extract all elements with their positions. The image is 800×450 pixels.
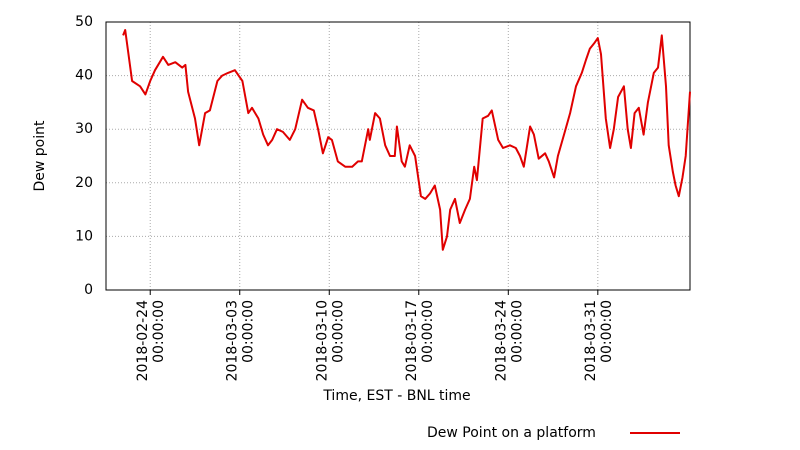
x-tick-label: 2018-03-1700:00:00 <box>404 300 436 381</box>
x-tick-label: 2018-03-1000:00:00 <box>314 300 346 381</box>
plot-frame <box>105 21 691 291</box>
y-tick-label: 40 <box>75 68 93 84</box>
y-tick-label: 20 <box>75 175 93 191</box>
y-tick-label: 0 <box>84 282 93 298</box>
x-tick-label: 2018-02-2400:00:00 <box>135 300 167 381</box>
legend-label: Dew Point on a platform <box>427 425 596 441</box>
data-line <box>122 29 691 251</box>
y-tick-label: 10 <box>75 228 93 244</box>
x-tick-label: 2018-03-0300:00:00 <box>225 300 257 381</box>
y-tick-label: 50 <box>75 14 93 30</box>
y-tick-label: 30 <box>75 121 93 137</box>
x-axis-label: Time, EST - BNL time <box>322 388 470 404</box>
y-axis-label: Dew point <box>32 120 48 192</box>
x-tick-label: 2018-03-3100:00:00 <box>583 300 615 381</box>
x-tick-label: 2018-03-2400:00:00 <box>493 300 525 381</box>
